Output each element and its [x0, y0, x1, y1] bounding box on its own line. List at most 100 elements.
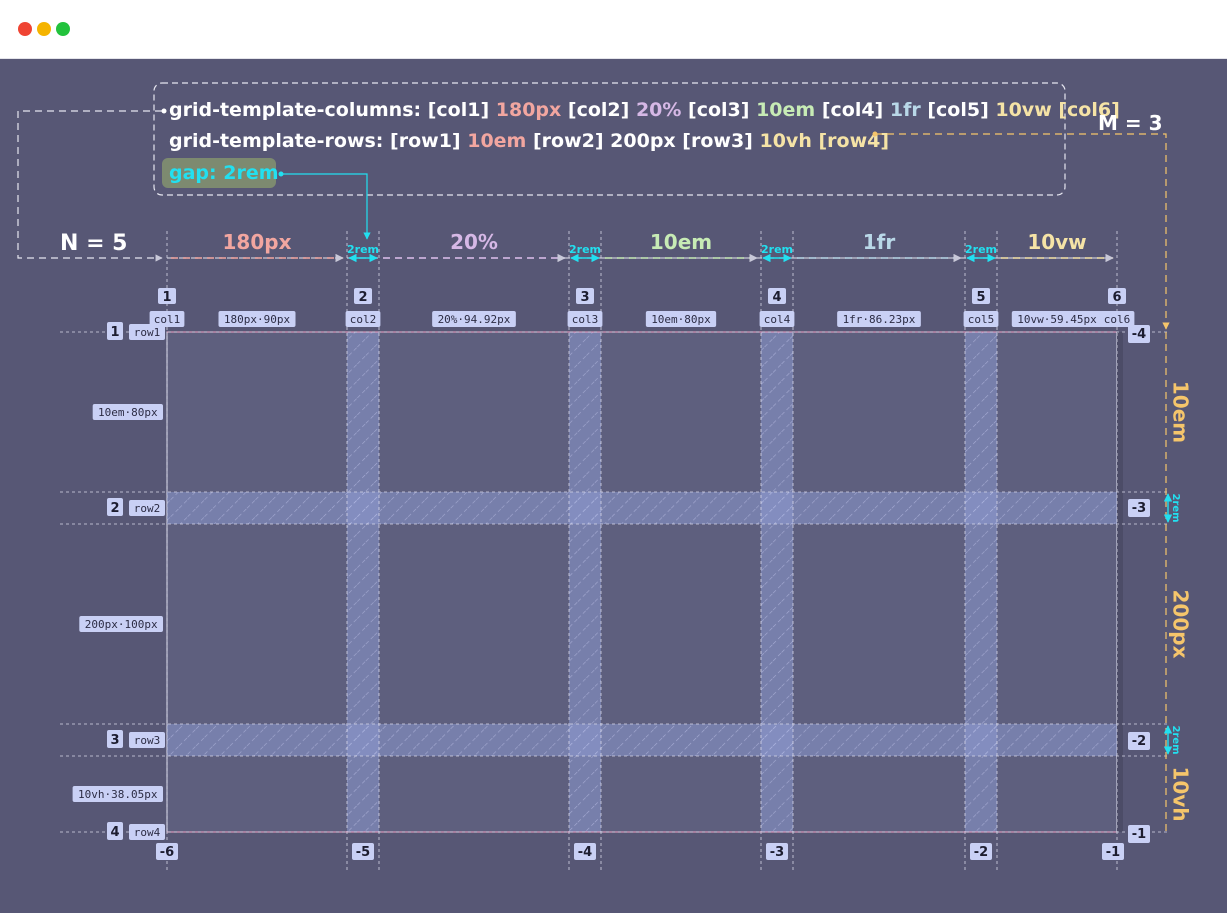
column-negative-number: -4	[578, 845, 592, 860]
column-negative-badge	[970, 843, 992, 860]
row-annotations: 10em 10em·80px 200px 200px·100px 10vh 10vh·38…	[72, 322, 1193, 843]
code-property: grid-template-columns:	[169, 99, 421, 121]
row-gap-label-group: 2rem	[1170, 725, 1181, 754]
row-gap	[167, 492, 1117, 524]
code-token: 10vh	[753, 130, 812, 152]
code-token: 20%	[629, 99, 681, 121]
code-token: 180px	[489, 99, 561, 121]
row-line-name-tag	[129, 500, 165, 516]
column-negative-badge	[766, 843, 788, 860]
title-bar	[0, 0, 1227, 59]
row-line-number: 3	[110, 733, 119, 748]
row-negative-badge	[1128, 499, 1150, 517]
column-size-label: 10em	[650, 230, 712, 254]
row-line-name: row4	[134, 826, 161, 839]
code-token: [row2]	[526, 130, 603, 152]
row-line-badge	[107, 730, 123, 748]
grid-area	[166, 331, 1123, 833]
guide-lines	[60, 231, 1170, 871]
row-gap	[167, 724, 1117, 756]
n-connector	[17, 110, 163, 262]
column-line-number: 4	[772, 290, 781, 305]
column-line-name-tag	[963, 311, 999, 327]
row-size-label: 200px	[1169, 590, 1193, 659]
row-size-tag	[72, 786, 163, 802]
column-line-name-tag	[567, 311, 603, 327]
row-line-name-tag	[129, 824, 165, 840]
column-gap-label: 2rem	[965, 243, 997, 256]
row-size-label-group: 10vh	[1169, 766, 1193, 821]
n-connector-dot	[161, 108, 167, 114]
column-size-label: 10vw	[1027, 230, 1086, 254]
code-columns-line: grid-template-columns: [col1] 180px [col…	[169, 99, 1120, 121]
column-line-number: 6	[1112, 290, 1121, 305]
row-negative-number: -3	[1132, 501, 1146, 516]
gap-connector	[281, 173, 371, 240]
row-size-tag-text: 10vh·38.05px	[78, 788, 158, 801]
column-negative-number: -2	[974, 845, 988, 860]
column-line-badge	[1108, 288, 1126, 304]
column-line-name: col4	[764, 313, 791, 326]
row-size-tag	[79, 616, 163, 632]
column-size-tag-text: 10em·80px	[651, 313, 711, 326]
column-line-name: col5	[968, 313, 995, 326]
row-negative-number: -1	[1132, 827, 1146, 842]
row-size-tag-text: 200px·100px	[85, 618, 158, 631]
column-line-name-tag	[345, 311, 381, 327]
column-size-tag-text: 10vw·59.45px	[1017, 313, 1097, 326]
row-size-label-group: 200px	[1169, 590, 1193, 659]
column-line-name-tag	[1099, 311, 1135, 327]
minimize-window-button[interactable]	[37, 22, 51, 36]
row-negative-badge	[1128, 732, 1150, 750]
code-token: 1fr	[883, 99, 921, 121]
row-line-badge	[107, 322, 123, 340]
close-window-button[interactable]	[18, 22, 32, 36]
row-size-label: 10em	[1169, 381, 1193, 443]
column-negative-number: -5	[356, 845, 370, 860]
code-token: [col3]	[681, 99, 749, 121]
column-line-number: 2	[358, 290, 367, 305]
diagram-canvas: grid-template-columns: [col1] 180px [col…	[0, 59, 1227, 913]
grid-diagram: grid-template-columns: [col1] 180px [col…	[17, 82, 1193, 871]
row-gap-label: 2rem	[1170, 493, 1181, 522]
code-token: [row1]	[383, 130, 460, 152]
grid-shadow	[1117, 332, 1123, 832]
code-token: [col5]	[921, 99, 989, 121]
column-gap	[761, 332, 793, 832]
row-size-tag	[92, 404, 163, 420]
column-line-number: 1	[162, 290, 171, 305]
code-token: [col2]	[561, 99, 629, 121]
row-line-name-tag	[129, 732, 165, 748]
code-token: [col6]	[1052, 99, 1120, 121]
n-columns-label: N = 5	[60, 231, 127, 256]
row-line-number: 1	[110, 325, 119, 340]
code-token: [row4]	[812, 130, 889, 152]
column-size-tag	[645, 311, 717, 327]
column-negative-number: -6	[160, 845, 174, 860]
column-size-tag-text: 1fr·86.23px	[843, 313, 916, 326]
column-line-number: 3	[580, 290, 589, 305]
row-line-number: 4	[110, 825, 119, 840]
row-size-label-group: 10em	[1169, 381, 1193, 443]
column-line-name-tag	[759, 311, 795, 327]
column-size-tag-text: 180px·90px	[224, 313, 291, 326]
code-token: 200px	[604, 130, 676, 152]
row-line-name-tag	[129, 324, 165, 340]
column-line-name-tag	[149, 311, 185, 327]
column-size-tag-text: 20%·94.92px	[438, 313, 511, 326]
maximize-window-button[interactable]	[56, 22, 70, 36]
column-annotations: 180px 180px·90px 20% 20%·94.92px 10em 10em·80…	[149, 230, 1135, 860]
column-line-name: col2	[350, 313, 377, 326]
m-connector-dot	[872, 131, 878, 137]
row-line-name: row3	[134, 734, 161, 747]
row-line-number: 2	[110, 501, 119, 516]
row-negative-badge	[1128, 325, 1150, 343]
code-token: 10vw	[989, 99, 1052, 121]
row-gap-label: 2rem	[1170, 725, 1181, 754]
column-line-badge	[768, 288, 786, 304]
column-size-tag	[432, 311, 516, 327]
column-negative-badge	[1102, 843, 1124, 860]
row-negative-number: -2	[1132, 734, 1146, 749]
code-box	[153, 82, 1066, 196]
